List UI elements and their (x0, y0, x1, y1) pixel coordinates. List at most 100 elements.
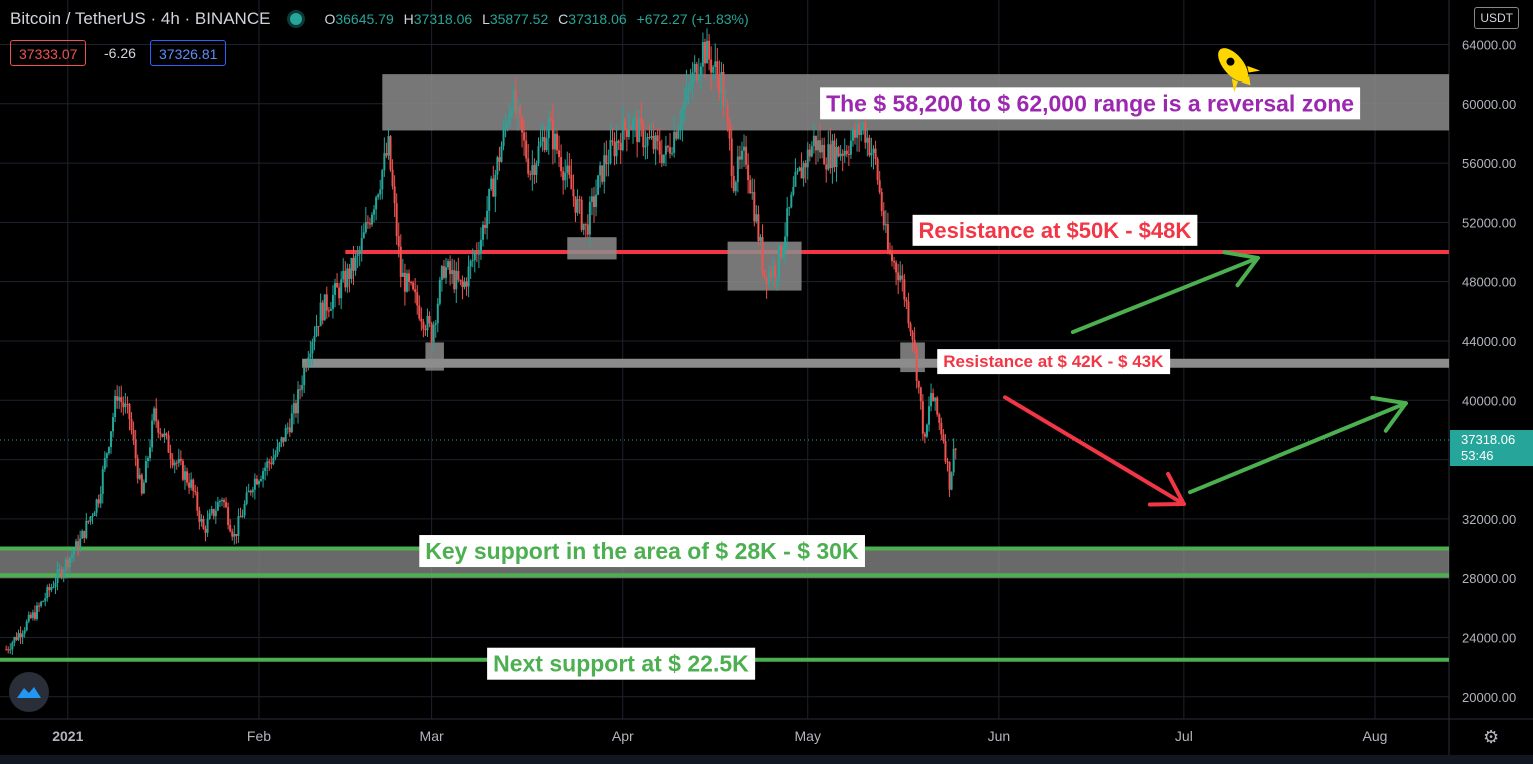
candle-body (644, 145, 647, 148)
y-tick-label: 52000.00 (1462, 215, 1516, 230)
candle-body (426, 315, 429, 331)
candle-body (436, 303, 439, 324)
candle-body (202, 519, 205, 529)
candle-body (428, 315, 431, 324)
candle-body (33, 612, 36, 619)
candle-body (597, 175, 600, 195)
candle-body (405, 273, 408, 292)
candle-body (461, 280, 464, 288)
candle-body (130, 419, 133, 431)
candle-body (814, 135, 817, 151)
candle-body (759, 237, 762, 242)
candle-body (167, 435, 170, 453)
candle-body (159, 432, 162, 434)
sell-button[interactable]: 37333.07 (10, 40, 87, 66)
symbol-title[interactable]: Bitcoin / TetherUS · 4h · BINANCE (10, 9, 271, 28)
candle-body (765, 277, 768, 285)
candle-body (23, 630, 26, 634)
candle-body (453, 270, 456, 290)
candle-body (72, 550, 75, 555)
annotation-text: The $ 58,200 to $ 62,000 range is a reve… (826, 90, 1354, 116)
candle-body (607, 163, 610, 165)
annotation: Resistance at $ 42K - $ 43K (937, 349, 1171, 375)
candle-body (751, 192, 754, 194)
high-label: H (403, 11, 414, 27)
candle-body (868, 137, 871, 156)
buy-button[interactable]: 37326.81 (150, 40, 227, 66)
candle-body (625, 129, 628, 138)
candle-body (767, 271, 770, 285)
chart-header: Bitcoin / TetherUS · 4h · BINANCE O36645… (10, 9, 755, 29)
candle-body (930, 393, 933, 407)
candle-body (650, 136, 653, 138)
candle-body (504, 124, 507, 128)
candle-body (872, 148, 875, 154)
candle-body (800, 167, 803, 179)
candle-body (124, 403, 127, 408)
candle-body (895, 262, 898, 273)
candle-body (235, 533, 238, 536)
candle-body (915, 347, 918, 381)
candle-body (60, 569, 63, 577)
candle-body (239, 516, 242, 518)
trend-arrow (1070, 250, 1260, 335)
candle-body (646, 136, 649, 146)
candle-body (288, 427, 291, 433)
candle-body (315, 326, 318, 336)
candle-body (366, 222, 369, 224)
candle-body (638, 117, 641, 143)
candle-body (862, 122, 865, 129)
candle-body (570, 174, 573, 190)
candle-body (393, 186, 396, 204)
candle-body (870, 153, 873, 156)
candle-body (331, 294, 334, 309)
candle-body (588, 201, 591, 235)
candle-body (847, 153, 850, 155)
candle-body (878, 180, 881, 193)
gear-icon[interactable]: ⚙ (1483, 727, 1500, 747)
candle-body (391, 169, 394, 187)
candle-body (518, 106, 521, 117)
rocket-icon (1208, 42, 1262, 97)
candle-body (38, 605, 41, 607)
candle-body (5, 649, 8, 651)
candle-body (664, 146, 667, 155)
currency-button[interactable]: USDT (1474, 7, 1519, 29)
candle-body (249, 490, 252, 493)
candle-body (656, 135, 659, 142)
candle-body (849, 140, 852, 155)
candle-body (627, 129, 630, 138)
candle-body (408, 273, 411, 283)
candle-body (52, 586, 55, 588)
candle-body (578, 199, 581, 201)
candle-body (642, 123, 645, 148)
candle-body (724, 105, 727, 107)
candle-body (558, 150, 561, 158)
candle-body (227, 507, 230, 525)
candle-body (99, 493, 102, 504)
candle-body (527, 158, 530, 174)
tradingview-logo-icon[interactable] (9, 672, 49, 712)
candle-body (545, 138, 548, 151)
candle-body (693, 63, 696, 73)
candle-body (537, 146, 540, 163)
low-label: L (482, 11, 490, 27)
candle-body (494, 174, 497, 197)
candle-body (798, 167, 801, 171)
candle-body (891, 253, 894, 261)
candle-body (648, 136, 651, 138)
candle-body (523, 132, 526, 141)
candle-body (780, 245, 783, 257)
candle-body (225, 502, 228, 508)
annotation-background (912, 214, 1198, 246)
candle-body (282, 437, 285, 442)
candle-body (928, 406, 931, 425)
candle-body (599, 165, 602, 176)
candle-body (321, 302, 324, 321)
candle-body (368, 223, 371, 225)
candle-body (173, 462, 176, 466)
candle-body (142, 482, 145, 494)
high-value: 37318.06 (413, 11, 473, 27)
candle-body (208, 513, 211, 519)
